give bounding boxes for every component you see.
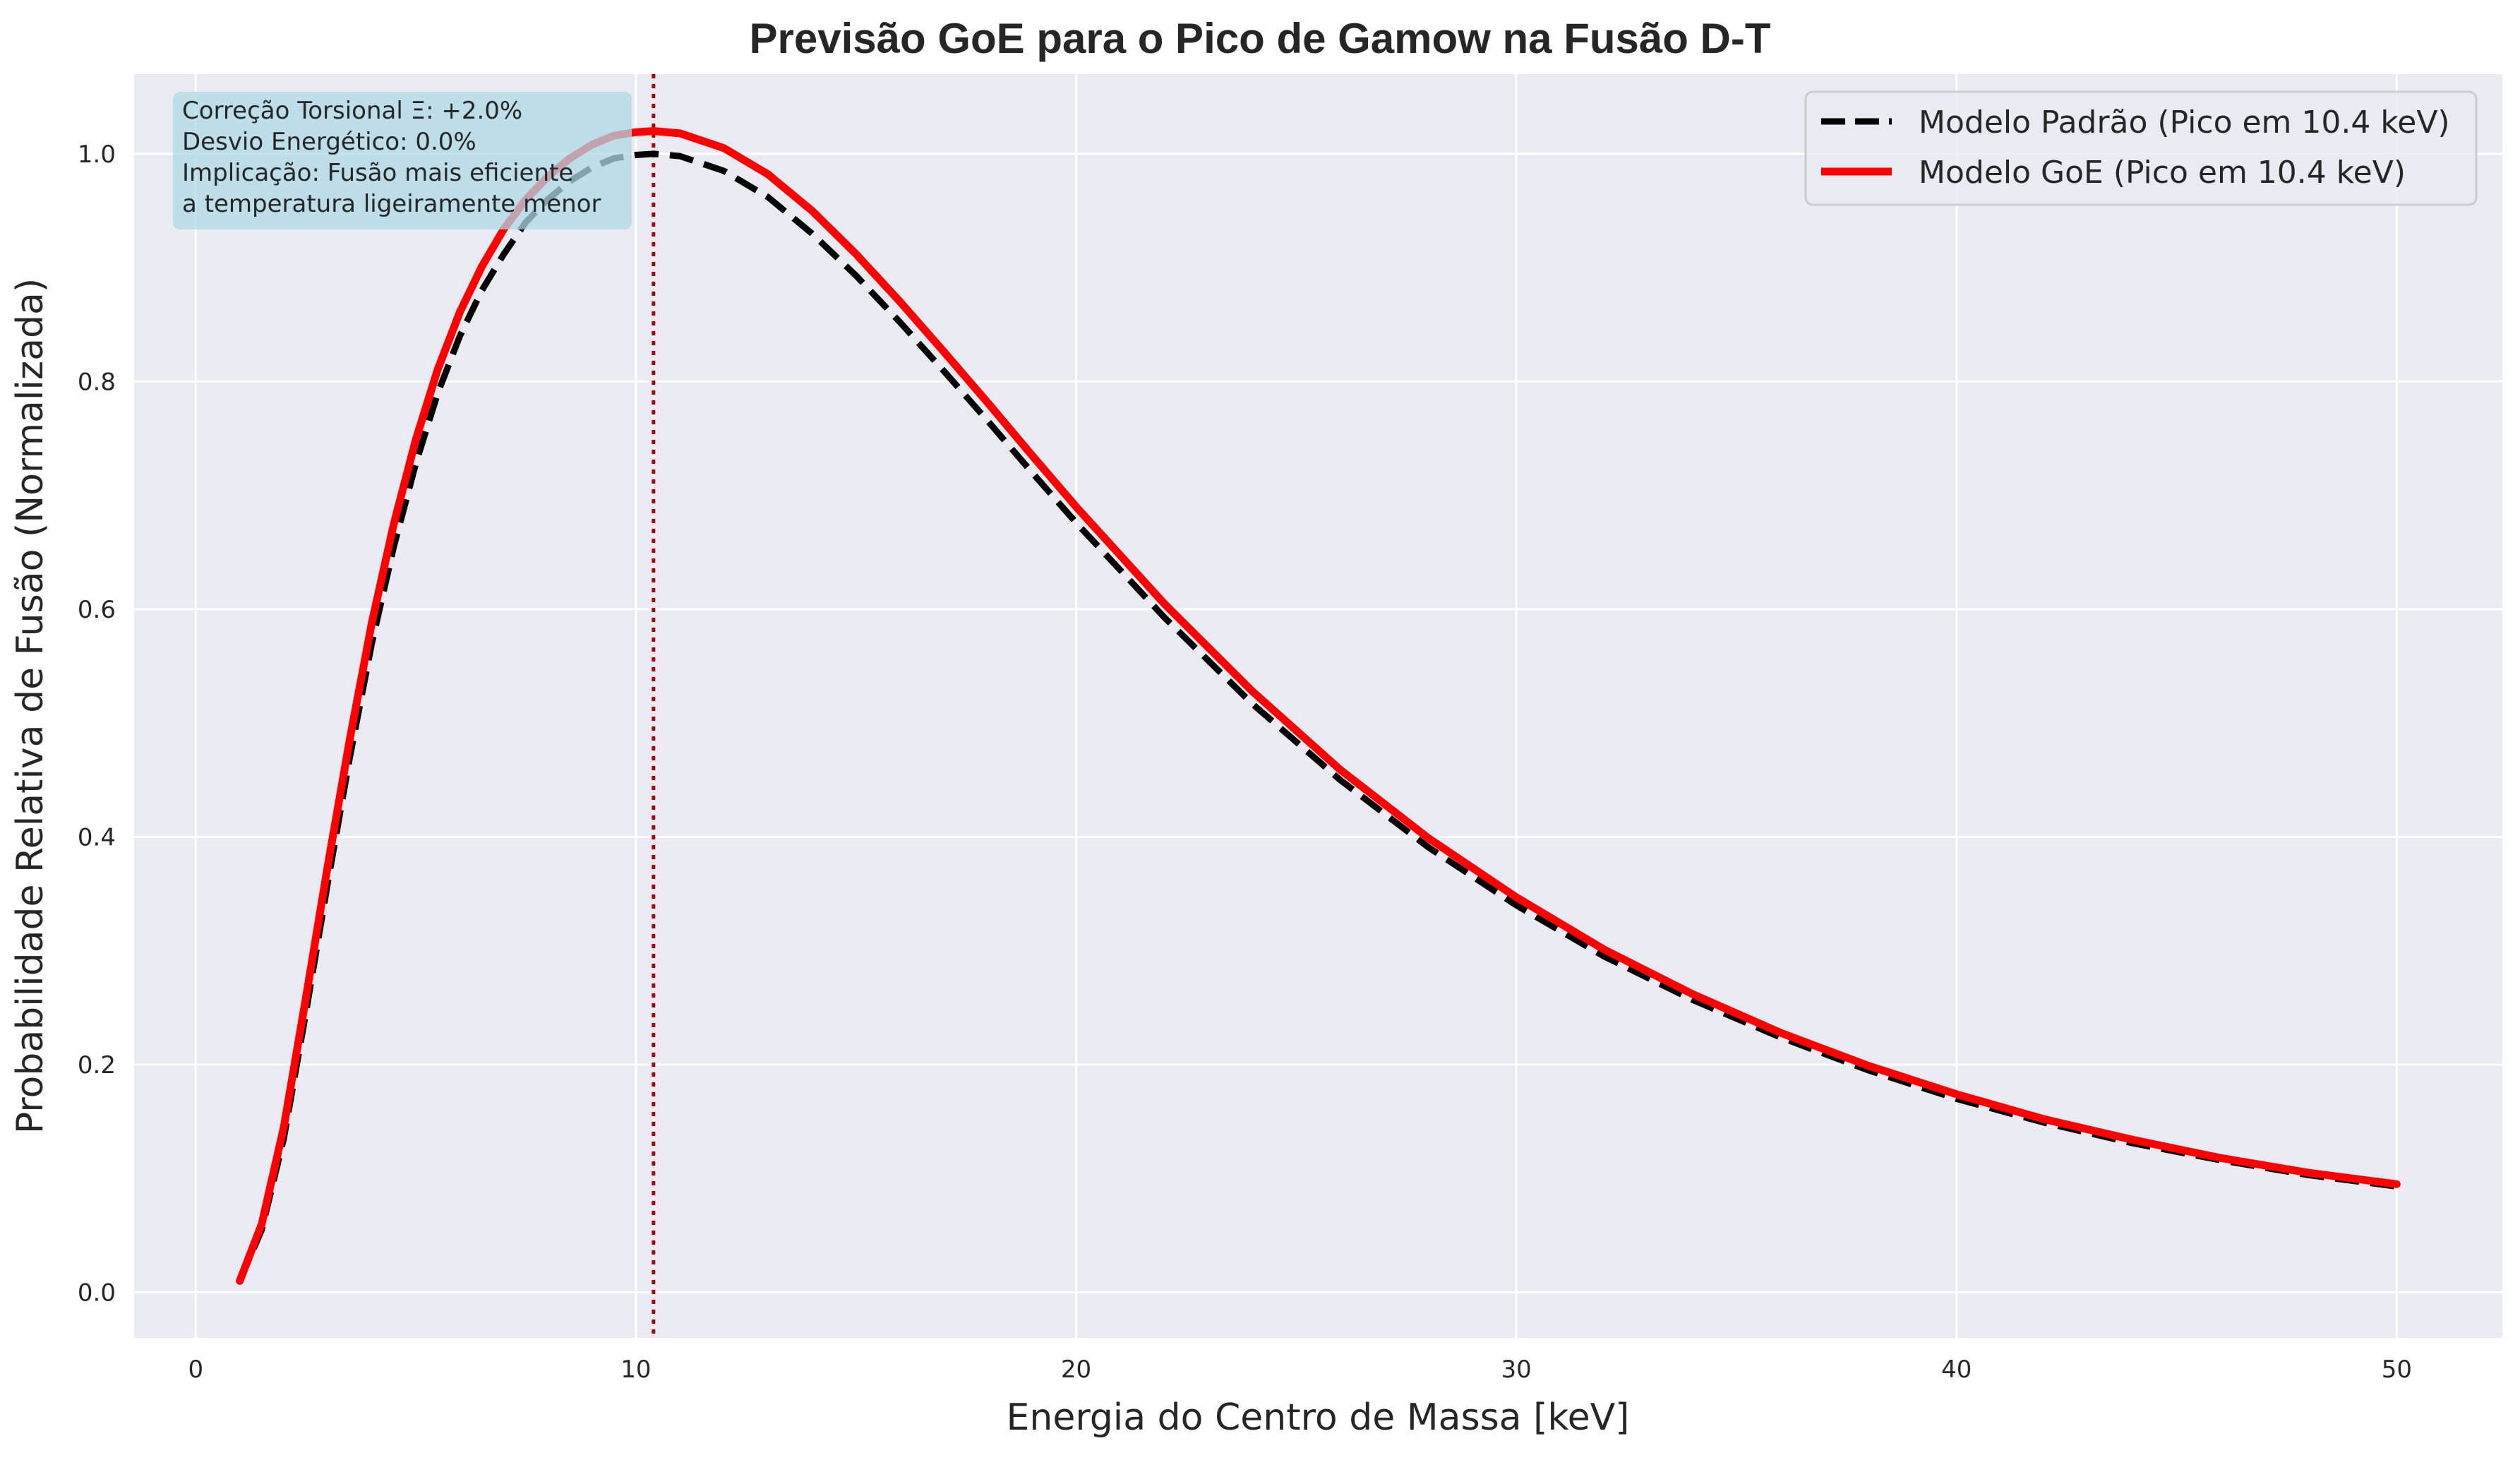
y-tick-label: 1.0	[78, 140, 116, 169]
grid-lines	[134, 74, 2502, 1338]
y-tick-label: 0.4	[78, 823, 116, 851]
x-tick-label: 20	[1061, 1356, 1091, 1384]
x-tick-label: 40	[1941, 1356, 1972, 1384]
legend-label-goe: Modelo GoE (Pico em 10.4 keV)	[1919, 155, 2406, 191]
y-tick-label: 0.6	[78, 596, 116, 624]
annotation-box: Correção Torsional Ξ: +2.0% Desvio Energ…	[173, 92, 632, 229]
x-tick-label: 30	[1501, 1356, 1531, 1384]
series-line-standard-model	[236, 150, 2397, 1283]
y-tick-label: 0.2	[78, 1051, 116, 1079]
x-tick-label: 0	[188, 1356, 203, 1384]
x-axis-label: Energia do Centro de Massa [keV]	[1007, 1396, 1630, 1439]
series-layer	[236, 127, 2401, 1285]
legend: Modelo Padrão (Pico em 10.4 keV) Modelo …	[1804, 90, 2478, 206]
x-tick-label: 50	[2382, 1356, 2412, 1384]
plot-area	[134, 74, 2502, 1338]
y-tick-label: 0.8	[78, 368, 116, 396]
annotation-line-4: a temperatura ligeiramente menor	[182, 190, 601, 218]
legend-label-standard: Modelo Padrão (Pico em 10.4 keV)	[1919, 104, 2450, 140]
annotation-background	[173, 92, 632, 229]
annotation-line-3: Implicação: Fusão mais eficiente	[182, 159, 573, 187]
y-tick-label: 0.0	[78, 1279, 116, 1307]
x-axis-ticks: 0 10 20 30 40 50	[188, 1356, 2411, 1384]
chart-title: Previsão GoE para o Pico de Gamow na Fus…	[749, 15, 1770, 62]
y-axis-ticks: 0.0 0.2 0.4 0.6 0.8 1.0	[78, 140, 116, 1308]
y-axis-label: Probabilidade Relativa de Fusão (Normali…	[9, 278, 52, 1134]
annotation-line-2: Desvio Energético: 0.0%	[182, 128, 476, 156]
annotation-line-1: Correção Torsional Ξ: +2.0%	[182, 97, 522, 125]
series-line-goe-model	[236, 127, 2401, 1285]
x-tick-label: 10	[620, 1356, 651, 1384]
legend-frame	[1804, 90, 2478, 206]
